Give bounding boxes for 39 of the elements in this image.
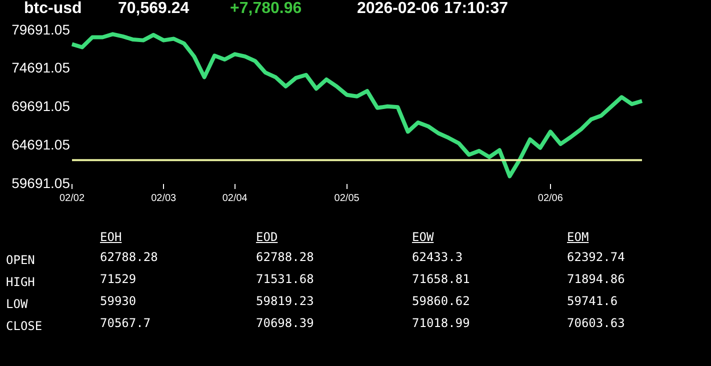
text: HIGH bbox=[6, 275, 35, 289]
text: +7,780.96 bbox=[230, 0, 302, 18]
text: EOW bbox=[412, 230, 434, 244]
text: 59930 bbox=[100, 294, 136, 308]
x-tick-label: 02/02 bbox=[59, 192, 85, 204]
text: 2026-02-06 bbox=[357, 0, 439, 18]
text: 17:10:37 bbox=[444, 0, 508, 18]
text: 70698.39 bbox=[256, 316, 314, 330]
chart-title: btc-usd bbox=[24, 0, 82, 18]
y-tick-label: 59691.05 bbox=[12, 174, 70, 191]
text: EOM bbox=[567, 230, 589, 244]
text: 62788.28 bbox=[100, 250, 158, 264]
text: 62392.74 bbox=[567, 250, 625, 264]
y-tick-label: 64691.05 bbox=[12, 136, 70, 152]
text: CLOSE bbox=[6, 319, 42, 333]
text: 70,569.24 bbox=[118, 0, 190, 18]
text: EOH bbox=[100, 230, 122, 244]
text: 62788.28 bbox=[256, 250, 314, 264]
text: 71531.68 bbox=[256, 272, 314, 286]
text: 62433.3 bbox=[412, 250, 463, 264]
text: 71658.81 bbox=[412, 272, 470, 286]
y-tick-label: 79691.05 bbox=[12, 21, 70, 38]
text: 59860.62 bbox=[412, 294, 470, 308]
text: 70567.7 bbox=[100, 316, 151, 330]
text: 71529 bbox=[100, 272, 136, 286]
text: 70603.63 bbox=[567, 316, 625, 330]
text: OPEN bbox=[6, 253, 35, 267]
text: 71018.99 bbox=[412, 316, 470, 330]
text: LOW bbox=[6, 297, 28, 311]
text: 71894.86 bbox=[567, 272, 625, 286]
y-tick-label: 74691.05 bbox=[12, 60, 70, 76]
x-tick-label: 02/05 bbox=[334, 192, 360, 204]
text: EOD bbox=[256, 230, 278, 244]
x-tick-label: 02/03 bbox=[151, 192, 177, 204]
text: 59741.6 bbox=[567, 294, 618, 308]
x-tick-label: 02/04 bbox=[222, 192, 248, 204]
y-tick-label: 69691.05 bbox=[12, 98, 70, 114]
x-tick-label: 02/06 bbox=[538, 192, 564, 204]
text: 59819.23 bbox=[256, 294, 314, 308]
